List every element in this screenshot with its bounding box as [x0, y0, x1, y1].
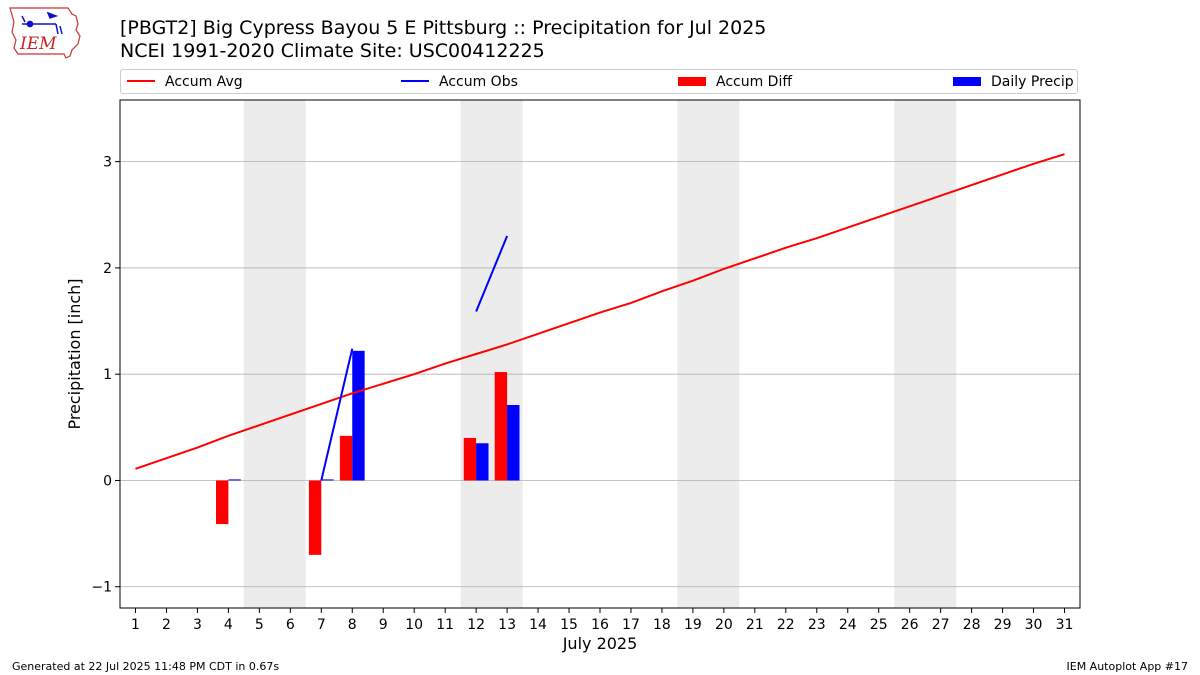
x-tick-label: 31: [1056, 617, 1074, 633]
x-tick-label: 21: [746, 617, 764, 633]
daily-precip-bar-day-7: [321, 479, 334, 481]
accum-avg-line: [135, 153, 1065, 470]
x-tick-label: 15: [560, 617, 578, 633]
x-tick-label: 2: [162, 617, 171, 633]
x-axis-label: July 2025: [562, 634, 638, 653]
footer-app: IEM Autoplot App #17: [1066, 660, 1189, 673]
x-tick-label: 30: [1025, 617, 1043, 633]
x-tick-label: 16: [591, 617, 609, 633]
daily-precip-bar-day-4: [228, 479, 241, 481]
legend-label-accum-avg: Accum Avg: [165, 74, 243, 90]
legend-label-daily-precip: Daily Precip: [991, 74, 1074, 90]
daily-precip-bar-day-12: [476, 443, 489, 481]
logo-text: IEM: [19, 34, 57, 54]
accum-obs-line-segment-1: [320, 348, 354, 481]
x-tick-label: 29: [994, 617, 1012, 633]
y-tick-label: 1: [103, 367, 112, 383]
x-tick-label: 1: [131, 617, 140, 633]
x-tick-label: 9: [379, 617, 388, 633]
accum-diff-bar-day-13: [494, 372, 508, 481]
legend-item-accum-diff: Accum Diff: [678, 73, 792, 91]
accum-diff-bar-day-12: [463, 437, 477, 481]
accum-obs-line-segment-2: [475, 235, 509, 312]
accum-diff-bar-day-7: [308, 480, 322, 555]
legend-swatch-accum-diff: [678, 76, 706, 86]
x-tick-label: 11: [436, 617, 454, 633]
chart-subtitle: NCEI 1991-2020 Climate Site: USC00412225: [120, 40, 545, 62]
x-tick-label: 25: [870, 617, 888, 633]
x-tick-label: 13: [498, 617, 516, 633]
x-tick-label: 26: [901, 617, 919, 633]
accum-diff-bar-day-8: [339, 435, 353, 481]
daily-precip-bar-day-13: [507, 405, 520, 481]
x-tick-label: 10: [405, 617, 423, 633]
accum-diff-bar-day-4: [216, 480, 229, 525]
y-axis-label: Precipitation [inch]: [65, 278, 84, 429]
legend: Accum Avg Accum Obs Accum Diff Daily Pre…: [120, 69, 1078, 94]
x-tick-label: 7: [317, 617, 326, 633]
chart-title: [PBGT2] Big Cypress Bayou 5 E Pittsburg …: [120, 17, 767, 39]
y-tick-label: 3: [103, 155, 112, 171]
y-tick-label: 0: [103, 473, 112, 489]
x-tick-label: 24: [839, 617, 857, 633]
legend-swatch-accum-avg: [127, 80, 155, 82]
x-tick-label: 12: [467, 617, 485, 633]
x-tick-label: 18: [653, 617, 671, 633]
legend-swatch-daily-precip: [953, 76, 981, 86]
x-tick-label: 27: [932, 617, 950, 633]
x-tick-label: 19: [684, 617, 702, 633]
y-tick-label: 2: [103, 261, 112, 277]
iem-logo: IEM: [9, 7, 81, 59]
legend-item-daily-precip: Daily Precip: [953, 73, 1074, 91]
x-tick-label: 23: [808, 617, 826, 633]
daily-precip-bar-day-8: [352, 350, 365, 481]
legend-item-accum-obs: Accum Obs: [401, 73, 518, 91]
weekend-band-2: [460, 100, 523, 608]
x-tick-label: 5: [255, 617, 264, 633]
x-tick-label: 8: [348, 617, 357, 633]
x-tick-label: 20: [715, 617, 733, 633]
legend-item-accum-avg: Accum Avg: [127, 73, 243, 91]
weekend-band-1: [243, 100, 306, 608]
x-tick-label: 14: [529, 617, 547, 633]
x-tick-label: 6: [286, 617, 295, 633]
legend-label-accum-diff: Accum Diff: [716, 74, 793, 90]
x-tick-label: 3: [193, 617, 202, 633]
y-tick-label: −1: [91, 580, 112, 596]
x-tick-label: 22: [777, 617, 795, 633]
legend-label-accum-obs: Accum Obs: [439, 74, 518, 90]
weekend-band-3: [677, 100, 740, 608]
x-tick-label: 17: [622, 617, 640, 633]
x-tick-label: 4: [224, 617, 233, 633]
weekend-band-4: [894, 100, 957, 608]
footer-generated: Generated at 22 Jul 2025 11:48 PM CDT in…: [12, 660, 280, 673]
legend-swatch-accum-obs: [401, 80, 429, 82]
x-tick-label: 28: [963, 617, 981, 633]
